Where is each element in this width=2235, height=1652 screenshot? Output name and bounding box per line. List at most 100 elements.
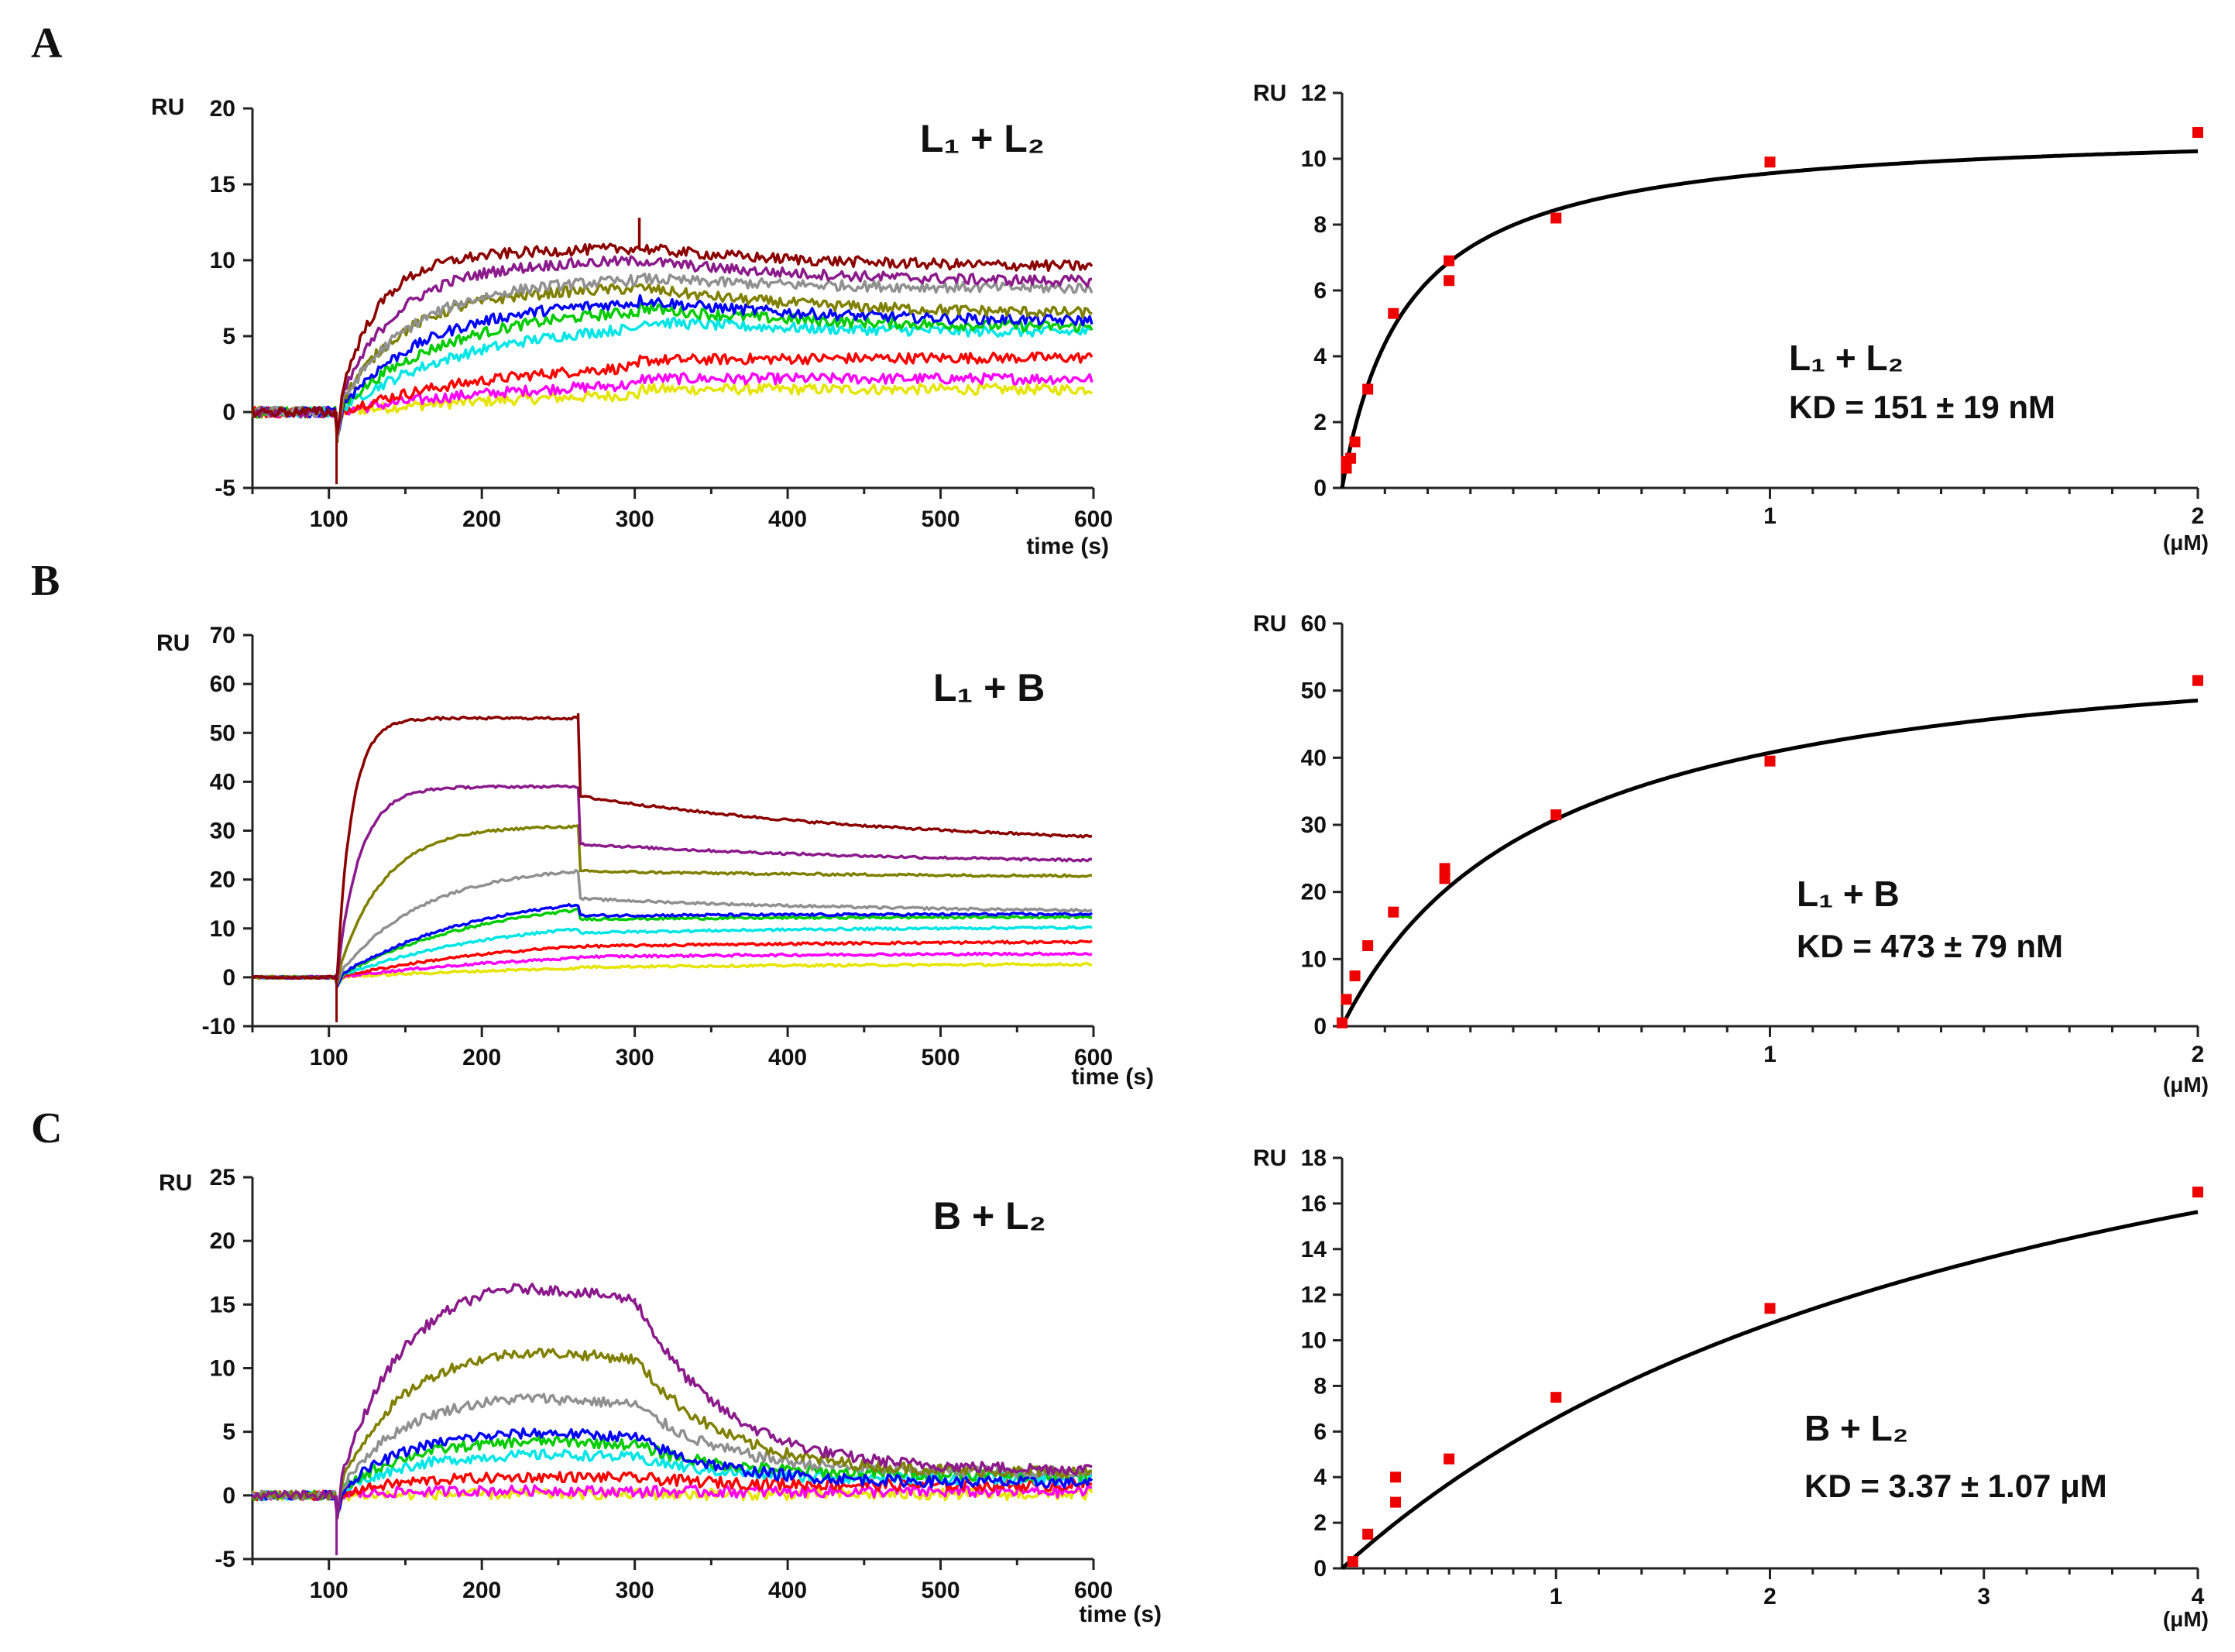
- sensorgram-c-xlabel: time (s): [1079, 1602, 1162, 1627]
- series-line-c1: [251, 242, 1093, 435]
- x-tick-label: 600: [1074, 507, 1113, 532]
- x-tick-label: 200: [462, 1045, 501, 1070]
- y-tick-label: 40: [210, 769, 235, 795]
- binding-fit-b-kd: KD = 473 ± 79 nM: [1797, 928, 2063, 964]
- data-point: [1388, 906, 1399, 918]
- series-line-c4: [251, 868, 1093, 986]
- data-point: [1345, 452, 1357, 464]
- series-line-c3: [252, 272, 1093, 441]
- data-point: [1362, 383, 1374, 395]
- x-tick-label: 600: [1074, 1578, 1113, 1603]
- x-tick-label: 1: [1763, 1042, 1777, 1067]
- y-tick-label: 4: [1313, 344, 1327, 369]
- x-tick-label: 3: [1977, 1584, 1990, 1609]
- fit-curve: [1340, 149, 2199, 489]
- data-point: [1362, 940, 1374, 951]
- binding-fit-a: RU (μM) L₁ + L₂ KD = 151 ± 19 nM 0 2 4 6 8 10…: [1253, 81, 2209, 555]
- y-tick-label: 25: [210, 1165, 235, 1190]
- data-point: [1349, 436, 1361, 448]
- x-tick-label: 400: [768, 507, 807, 532]
- data-point: [1362, 1528, 1374, 1540]
- y-tick-label: 0: [1313, 1014, 1327, 1039]
- binding-fit-c-unit: (μM): [2163, 1607, 2209, 1631]
- data-point: [2192, 127, 2203, 138]
- x-tick-label: 2: [2192, 503, 2205, 529]
- series-line-c6: [251, 303, 1093, 441]
- data-point: [1444, 1453, 1455, 1465]
- series-line-c8: [251, 351, 1093, 438]
- y-tick-label: 30: [210, 819, 235, 844]
- y-tick-label: 15: [210, 1292, 235, 1317]
- series-line-c1: [252, 716, 1093, 981]
- series-line-c2: [252, 255, 1092, 436]
- binding-fit-a-kd: KD = 151 ± 19 nM: [1789, 389, 2055, 425]
- y-tick-label: 10: [210, 1356, 235, 1382]
- y-tick-label: 2: [1313, 1510, 1327, 1536]
- binding-fit-b-unit: (μM): [2163, 1073, 2209, 1097]
- series-line-c6: [251, 907, 1092, 986]
- x-tick-label: 300: [616, 1045, 654, 1070]
- x-tick-label: 4: [2192, 1584, 2205, 1609]
- x-tick-label: 2: [1763, 1584, 1777, 1609]
- y-tick-label: -5: [215, 476, 235, 501]
- sensorgram-b-title: L₁ + B: [933, 666, 1045, 709]
- x-tick-label: 100: [310, 1578, 348, 1603]
- data-point: [1439, 863, 1451, 874]
- binding-fit-b-ylabel: RU: [1253, 611, 1286, 637]
- y-tick-label: 20: [1301, 880, 1327, 905]
- x-tick-label: 100: [310, 1045, 348, 1070]
- series-line-c7: [251, 1471, 1093, 1519]
- binding-fit-a-unit: (μM): [2163, 531, 2209, 555]
- data-point: [1388, 307, 1399, 319]
- data-point: [1764, 755, 1776, 767]
- y-tick-label: 10: [1301, 146, 1327, 172]
- series-line-c8: [251, 1484, 1093, 1516]
- sensorgram-a: RU time (s) L₁ + L₂ -5 0 5 10 15 20 100 200 300 4…: [151, 94, 1113, 559]
- y-tick-label: 15: [210, 172, 235, 197]
- x-tick-label: 600: [1074, 1045, 1113, 1070]
- binding-fit-b-annotation-label: L₁ + B: [1797, 874, 1900, 914]
- x-tick-label: 1: [1550, 1584, 1563, 1609]
- series-line-c7: [251, 316, 1092, 435]
- panel-label-c: C: [31, 1104, 62, 1152]
- series-line-c5: [252, 1434, 1093, 1515]
- data-point: [1349, 970, 1361, 981]
- y-tick-label: 2: [1313, 410, 1327, 435]
- y-tick-label: 60: [1301, 611, 1327, 637]
- fit-curve: [1340, 699, 2199, 1028]
- x-tick-label: 400: [768, 1045, 807, 1070]
- x-tick-label: 500: [922, 1578, 960, 1603]
- data-point: [1337, 1017, 1348, 1029]
- data-point: [1439, 873, 1451, 884]
- sensorgram-b-xlabel: time (s): [1071, 1064, 1154, 1090]
- y-tick-label: -5: [215, 1547, 235, 1572]
- y-tick-label: 0: [222, 965, 235, 991]
- series-line-c10: [251, 383, 1093, 441]
- panel-label-a: A: [31, 19, 63, 67]
- data-point: [2192, 675, 2203, 686]
- y-tick-label: 16: [1301, 1191, 1327, 1217]
- data-point: [1550, 212, 1562, 224]
- data-point: [1390, 1496, 1402, 1508]
- y-tick-label: 18: [1301, 1145, 1327, 1171]
- x-tick-label: 2: [2192, 1042, 2205, 1067]
- binding-fit-c-ylabel: RU: [1253, 1145, 1286, 1171]
- y-tick-label: 10: [210, 248, 235, 273]
- y-tick-label: 50: [210, 720, 235, 746]
- y-tick-label: 40: [1301, 745, 1327, 771]
- y-tick-label: 0: [222, 400, 235, 425]
- y-tick-label: 10: [1301, 1328, 1327, 1354]
- binding-fit-a-annotation-label: L₁ + L₂: [1789, 338, 1904, 378]
- y-tick-label: 5: [222, 1420, 235, 1445]
- y-tick-label: 20: [210, 96, 235, 122]
- x-tick-label: 300: [616, 1578, 654, 1603]
- sensorgram-a-xlabel: time (s): [1026, 534, 1109, 559]
- data-point: [1444, 255, 1455, 266]
- y-tick-label: 6: [1313, 1419, 1327, 1444]
- y-tick-label: 20: [210, 1228, 235, 1254]
- y-tick-label: 0: [1313, 476, 1327, 501]
- series-line-c4: [251, 1427, 1093, 1515]
- x-tick-label: 100: [310, 507, 348, 532]
- sensorgram-c-ylabel: RU: [159, 1170, 192, 1196]
- series-line-c9: [252, 951, 1093, 986]
